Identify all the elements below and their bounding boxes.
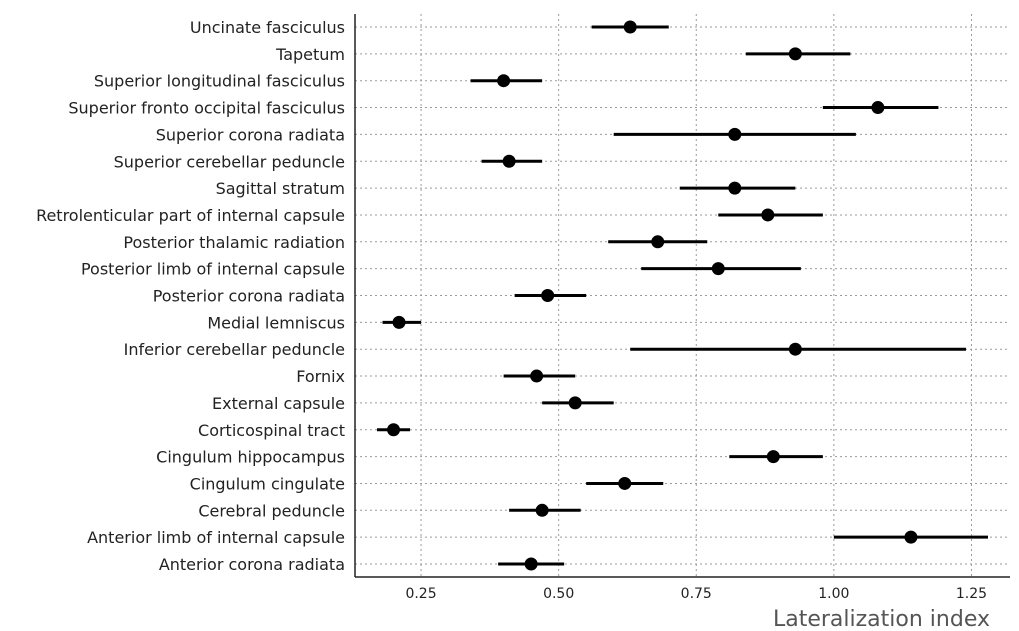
data-point [728,181,742,195]
data-point [497,74,511,88]
category-label: Superior cerebellar peduncle [114,152,345,171]
category-label: Cerebral peduncle [198,501,345,520]
category-label: Posterior thalamic radiation [123,233,345,252]
data-point [871,101,885,115]
data-marks [377,20,988,571]
category-label: Uncinate fasciculus [190,18,345,37]
x-tick-label: 0.25 [405,586,436,602]
category-label: Cingulum hippocampus [156,448,345,467]
data-point [766,450,780,464]
category-label: Fornix [296,367,345,386]
data-point [524,557,538,571]
x-tick-label: 1.25 [956,586,987,602]
data-point [711,262,725,276]
category-label: Sagittal stratum [216,179,345,198]
data-point [502,154,516,168]
data-point [541,289,555,302]
category-label: Anterior limb of internal capsule [87,528,345,547]
data-point [568,396,582,410]
axis-layer [354,14,1010,578]
x-tick-label: 1.00 [818,586,849,602]
category-label: Medial lemniscus [207,313,345,332]
data-point [618,476,632,490]
category-label: Tapetum [275,45,345,64]
grid-layer [355,14,1010,577]
x-tick-labels: 0.25 0.50 0.75 1.00 1.25 [405,586,987,602]
x-axis-title: Lateralization index [773,607,990,631]
category-label: Retrolenticular part of internal capsule [36,206,345,225]
data-point [728,127,742,141]
category-label: Corticospinal tract [198,421,345,440]
data-point [788,342,802,356]
data-point [761,208,775,222]
category-label: Superior corona radiata [156,125,345,144]
category-label: Superior fronto occipital fasciculus [68,99,345,118]
category-label: Anterior corona radiata [159,555,345,574]
category-label: External capsule [212,394,345,413]
data-point [535,503,549,517]
data-point [387,423,401,437]
category-labels: Uncinate fasciculus Tapetum Superior longi… [36,18,345,574]
category-label: Posterior limb of internal capsule [81,260,345,279]
x-tick-label: 0.50 [543,586,574,602]
data-point [651,235,665,249]
data-point [904,530,918,544]
data-point [788,47,802,61]
x-tick-label: 0.75 [681,586,712,602]
category-label: Superior longitudinal fasciculus [94,72,345,91]
data-point [530,369,544,383]
category-label: Posterior corona radiata [153,287,345,306]
category-label: Cingulum cingulate [190,474,345,493]
data-point [392,315,406,329]
category-label: Inferior cerebellar peduncle [124,340,345,359]
data-point [623,20,637,34]
